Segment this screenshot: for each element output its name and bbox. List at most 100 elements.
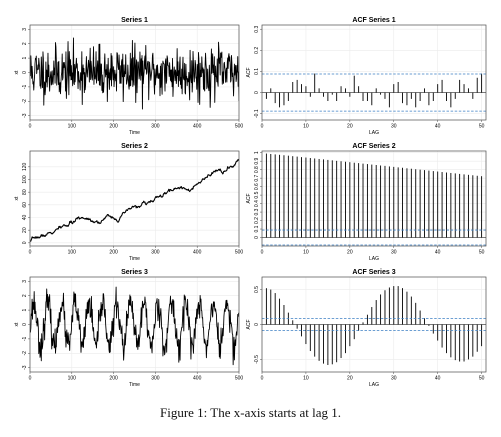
x-axis-label: LAG bbox=[369, 256, 379, 262]
panel-series2: Series 2 0 100 200 300 400 500 0 20 40 60 80 100 120 T… bbox=[14, 143, 243, 262]
figure-caption: Figure 1: The x-axis starts at lag 1. bbox=[159, 405, 341, 420]
plot-area bbox=[30, 37, 239, 110]
y-axis-label: ACF bbox=[246, 194, 252, 204]
y-tick-label: 0.5 bbox=[254, 286, 260, 293]
y-tick-label: 0.1 bbox=[254, 225, 260, 232]
y-tick-label: 100 bbox=[22, 175, 28, 184]
x-tick-label: 500 bbox=[235, 250, 244, 256]
x-tick-label: 300 bbox=[151, 250, 160, 256]
x-tick-label: 10 bbox=[303, 376, 309, 382]
y-axis-label: ACF bbox=[246, 68, 252, 78]
x-tick-label: 50 bbox=[479, 250, 485, 256]
y-tick-label: -3 bbox=[22, 113, 28, 118]
x-tick-label: 30 bbox=[391, 124, 397, 130]
grid-lines bbox=[29, 151, 240, 246]
x-tick-label: 40 bbox=[435, 376, 441, 382]
y-tick-label: 1 bbox=[22, 56, 28, 59]
x-tick-label: 400 bbox=[193, 250, 202, 256]
y-tick-label: 2 bbox=[22, 42, 28, 45]
grid-lines bbox=[261, 151, 486, 246]
y-tick-label: 0.6 bbox=[254, 183, 260, 190]
x-axis-label: Time bbox=[129, 382, 140, 388]
x-axis-label: Time bbox=[129, 256, 140, 262]
x-tick-label: 40 bbox=[435, 124, 441, 130]
x-tick-label: 30 bbox=[391, 250, 397, 256]
grid-lines bbox=[261, 25, 486, 120]
x-tick-label: 400 bbox=[193, 376, 202, 382]
series-line bbox=[30, 286, 239, 366]
x-tick-label: 20 bbox=[347, 124, 353, 130]
y-tick-label: 0.8 bbox=[254, 166, 260, 173]
x-tick-label: 200 bbox=[109, 250, 118, 256]
panel-border bbox=[29, 150, 240, 247]
plot-area bbox=[30, 158, 239, 242]
y-axis-label: ACF bbox=[246, 320, 252, 330]
panel-series3: Series 3 0 100 200 300 400 500 -3 -2 -1 0 1 2 3 Time xt bbox=[14, 269, 243, 388]
y-tick-label: 1 bbox=[254, 151, 260, 154]
panel-acf1: ACF Series 10 10 20 30 40 50-0.100.10.20.3LAG… bbox=[246, 17, 487, 136]
x-axis-label: Time bbox=[129, 130, 140, 136]
x-axis-label: LAG bbox=[369, 130, 379, 136]
y-tick-label: 120 bbox=[22, 162, 28, 171]
y-tick-label: 0.5 bbox=[254, 191, 260, 198]
panel-title: ACF Series 1 bbox=[352, 17, 395, 24]
y-axis-label: xt bbox=[14, 322, 20, 327]
x-tick-label: 30 bbox=[391, 376, 397, 382]
y-tick-label: 60 bbox=[22, 202, 28, 208]
y-tick-label: 0.7 bbox=[254, 174, 260, 181]
y-tick-label: 20 bbox=[22, 227, 28, 233]
y-tick-label: -2 bbox=[22, 351, 28, 356]
x-tick-label: 50 bbox=[479, 376, 485, 382]
y-tick-label: 0 bbox=[22, 71, 28, 74]
x-tick-label: 20 bbox=[347, 250, 353, 256]
x-tick-label: 200 bbox=[109, 124, 118, 130]
y-tick-label: 0.9 bbox=[254, 157, 260, 164]
y-tick-label: 0 bbox=[22, 323, 28, 326]
x-axis-label: LAG bbox=[369, 382, 379, 388]
panel-acf2: ACF Series 20 10 20 30 40 5000.10.20.30.40.50… bbox=[246, 143, 487, 262]
x-tick-label: 100 bbox=[68, 376, 77, 382]
y-tick-label: 40 bbox=[22, 215, 28, 221]
panel-title: Series 2 bbox=[121, 143, 148, 150]
panel-border bbox=[261, 24, 487, 121]
y-tick-label: -0.1 bbox=[254, 109, 260, 118]
plot-area bbox=[30, 286, 239, 366]
panel-title: ACF Series 2 bbox=[352, 143, 395, 150]
x-tick-label: 0 bbox=[29, 250, 32, 256]
y-tick-label: -1 bbox=[22, 84, 28, 89]
x-tick-label: 0 bbox=[261, 124, 264, 130]
y-tick-label: -1 bbox=[22, 336, 28, 341]
y-tick-label: 1 bbox=[22, 308, 28, 311]
y-tick-label: -2 bbox=[22, 99, 28, 104]
y-tick-label: 0 bbox=[254, 323, 260, 326]
series-line bbox=[30, 37, 239, 110]
grid-lines bbox=[29, 277, 240, 372]
panel-border bbox=[261, 150, 487, 247]
y-tick-label: 0.3 bbox=[254, 208, 260, 215]
x-tick-label: 300 bbox=[151, 376, 160, 382]
y-tick-label: 2 bbox=[22, 294, 28, 297]
y-tick-label: 0 bbox=[254, 236, 260, 239]
y-tick-label: -0.5 bbox=[254, 355, 260, 364]
plot-area bbox=[262, 286, 486, 366]
y-axis-label: xt bbox=[14, 196, 20, 201]
x-tick-label: 10 bbox=[303, 124, 309, 130]
x-tick-label: 300 bbox=[151, 124, 160, 130]
x-tick-label: 50 bbox=[479, 124, 485, 130]
x-tick-label: 0 bbox=[261, 250, 264, 256]
y-tick-label: -3 bbox=[22, 365, 28, 370]
y-tick-label: 0 bbox=[22, 241, 28, 244]
x-tick-label: 40 bbox=[435, 250, 441, 256]
y-tick-label: 0.3 bbox=[254, 26, 260, 33]
series-line bbox=[30, 158, 239, 242]
y-tick-label: 0.4 bbox=[254, 200, 260, 207]
y-tick-label: 0.1 bbox=[254, 68, 260, 75]
x-tick-label: 100 bbox=[68, 124, 77, 130]
y-tick-label: 0 bbox=[254, 91, 260, 94]
x-tick-label: 0 bbox=[29, 124, 32, 130]
panel-title: Series 3 bbox=[121, 269, 148, 276]
x-tick-label: 200 bbox=[109, 376, 118, 382]
x-tick-label: 500 bbox=[235, 376, 244, 382]
plot-area bbox=[262, 153, 486, 246]
y-tick-label: 3 bbox=[22, 280, 28, 283]
